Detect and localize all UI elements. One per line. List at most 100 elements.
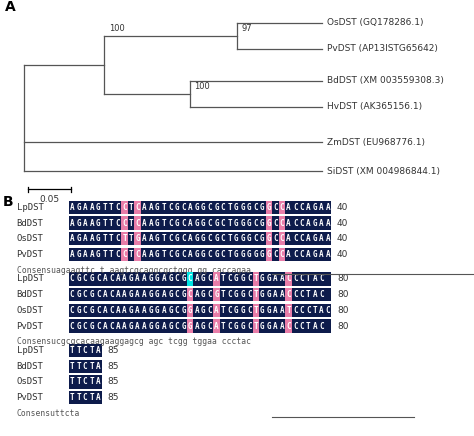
Text: T: T [129, 203, 133, 212]
Bar [69, 375, 101, 388]
Text: G: G [214, 203, 219, 212]
Text: 80: 80 [337, 322, 348, 330]
Text: C: C [300, 250, 304, 259]
Text: C: C [116, 218, 120, 228]
Text: T: T [227, 203, 232, 212]
Text: C: C [83, 346, 88, 355]
Bar [69, 272, 331, 286]
Text: T: T [162, 234, 166, 243]
Text: G: G [260, 250, 264, 259]
Text: A: A [102, 274, 107, 283]
Text: A: A [194, 322, 199, 330]
Bar [69, 288, 331, 301]
Text: G: G [234, 274, 238, 283]
Text: G: G [240, 218, 245, 228]
Text: OsDST (GQ178286.1): OsDST (GQ178286.1) [327, 18, 424, 27]
Text: A: A [326, 234, 330, 243]
Bar [253, 272, 259, 286]
Text: G: G [247, 250, 252, 259]
Text: C: C [247, 290, 252, 299]
Bar [265, 248, 272, 261]
Text: A: A [5, 0, 16, 14]
Text: A: A [326, 203, 330, 212]
Text: C: C [83, 362, 88, 371]
Text: T: T [306, 322, 310, 330]
Text: T: T [76, 393, 81, 402]
Text: G: G [181, 306, 186, 315]
Text: A: A [122, 274, 127, 283]
Text: C: C [122, 218, 127, 228]
Text: T: T [221, 322, 225, 330]
Bar [253, 320, 259, 333]
Text: G: G [155, 234, 160, 243]
Text: T: T [221, 290, 225, 299]
Text: T: T [306, 290, 310, 299]
Text: T: T [102, 234, 107, 243]
Text: C: C [70, 290, 74, 299]
Text: A: A [102, 306, 107, 315]
Text: G: G [201, 322, 206, 330]
Text: G: G [312, 218, 317, 228]
Text: A: A [142, 322, 146, 330]
Text: C: C [286, 274, 291, 283]
Text: G: G [260, 203, 264, 212]
Text: C: C [227, 274, 232, 283]
Bar [69, 320, 331, 333]
Text: A: A [148, 203, 153, 212]
Text: C: C [286, 290, 291, 299]
Bar [121, 216, 128, 230]
Text: G: G [148, 290, 153, 299]
Text: G: G [181, 290, 186, 299]
Text: A: A [148, 234, 153, 243]
Text: 40: 40 [337, 234, 348, 243]
Text: G: G [267, 218, 271, 228]
Text: C: C [181, 203, 186, 212]
Text: 100: 100 [109, 24, 125, 33]
Text: 40: 40 [337, 218, 348, 228]
Text: G: G [188, 306, 192, 315]
Text: G: G [168, 306, 173, 315]
Text: T: T [109, 250, 114, 259]
Text: A: A [286, 203, 291, 212]
Text: A: A [96, 393, 100, 402]
Text: ZmDST (EU968776.1): ZmDST (EU968776.1) [327, 138, 425, 147]
Text: C: C [116, 250, 120, 259]
Text: A: A [312, 274, 317, 283]
Bar [187, 303, 193, 317]
Text: G: G [214, 250, 219, 259]
Text: T: T [162, 218, 166, 228]
Text: T: T [102, 203, 107, 212]
Text: A: A [280, 306, 284, 315]
Text: A: A [116, 322, 120, 330]
Bar [279, 201, 285, 214]
Text: A: A [286, 218, 291, 228]
Text: G: G [90, 322, 94, 330]
Text: C: C [168, 234, 173, 243]
Text: C: C [96, 306, 100, 315]
Text: C: C [175, 306, 179, 315]
Text: A: A [194, 274, 199, 283]
Text: T: T [254, 322, 258, 330]
Text: G: G [155, 203, 160, 212]
Text: C: C [227, 306, 232, 315]
Text: A: A [70, 218, 74, 228]
Text: C: C [273, 218, 278, 228]
Text: G: G [247, 218, 252, 228]
Bar [213, 272, 220, 286]
Text: T: T [90, 378, 94, 386]
Text: C: C [319, 290, 324, 299]
Text: T: T [76, 362, 81, 371]
Text: G: G [194, 234, 199, 243]
Text: A: A [122, 290, 127, 299]
Text: G: G [194, 250, 199, 259]
Text: A: A [214, 274, 219, 283]
Text: BdDST: BdDST [17, 218, 44, 228]
Text: A: A [83, 234, 88, 243]
Text: A: A [83, 203, 88, 212]
Text: G: G [254, 250, 258, 259]
Text: A: A [142, 234, 146, 243]
Text: C: C [109, 306, 114, 315]
Text: T: T [129, 234, 133, 243]
Text: A: A [319, 203, 324, 212]
Text: A: A [116, 306, 120, 315]
